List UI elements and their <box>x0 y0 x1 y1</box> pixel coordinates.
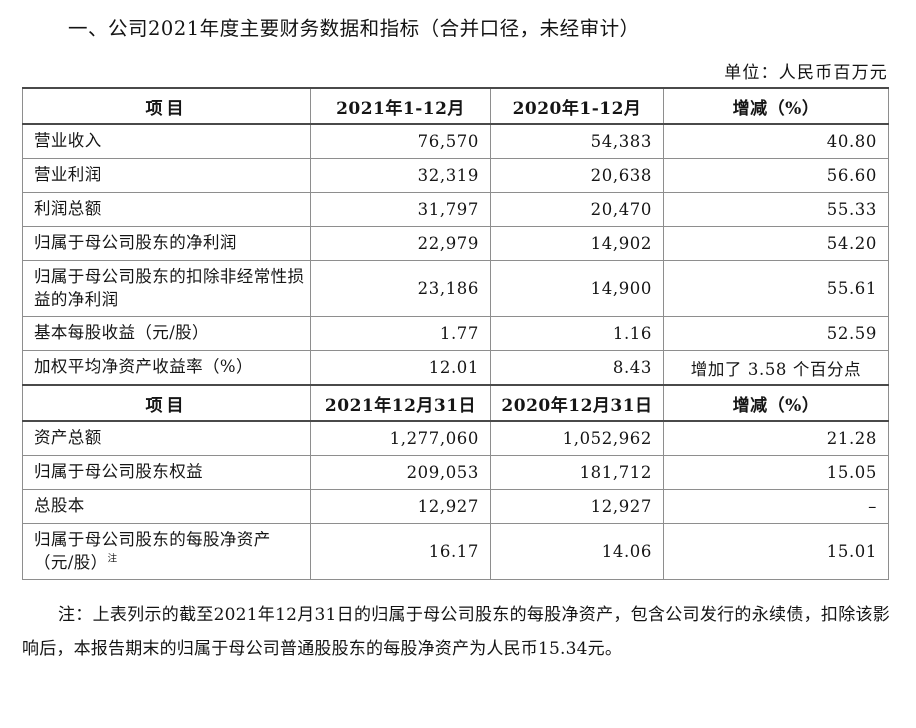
cell-previous-period: 14,900 <box>490 260 664 317</box>
column-header-current: 2021年1-12月 <box>310 87 491 125</box>
row-label: 总股本 <box>22 489 311 524</box>
row-label: 利润总额 <box>22 192 311 227</box>
row-label: 资产总额 <box>22 420 311 456</box>
cell-change: 40.80 <box>663 123 889 159</box>
table-row: 基本每股收益（元/股） 1.77 1.16 52.59 <box>22 316 889 351</box>
column-header-item: 项目 <box>22 87 311 125</box>
table-row: 营业利润 32,319 20,638 56.60 <box>22 158 889 193</box>
cell-previous-period: 1.16 <box>490 316 664 351</box>
cell-current-period: 12,927 <box>310 489 491 524</box>
column-header-item: 项目 <box>22 384 311 422</box>
table-row: 归属于母公司股东的净利润 22,979 14,902 54.20 <box>22 226 889 261</box>
row-label: 归属于母公司股东的每股净资产（元/股）注 <box>22 523 311 580</box>
column-header-previous: 2020年1-12月 <box>490 87 664 125</box>
cell-change: 52.59 <box>663 316 889 351</box>
cell-change: – <box>663 489 889 524</box>
table-row: 总股本 12,927 12,927– <box>22 489 889 524</box>
cell-current-period: 76,570 <box>310 123 491 159</box>
table-header-row-income: 项目 2021年1-12月 2020年1-12月 增减（%） <box>22 87 889 125</box>
cell-previous-period: 181,712 <box>490 455 664 490</box>
cell-change: 54.20 <box>663 226 889 261</box>
cell-current-period: 32,319 <box>310 158 491 193</box>
cell-current-period: 12.01 <box>310 350 491 386</box>
table-footnote: 注：上表列示的截至2021年12月31日的归属于母公司股东的每股净资产，包含公司… <box>22 605 890 659</box>
cell-previous-period: 8.43 <box>490 350 664 386</box>
cell-current-period: 1,277,060 <box>310 420 491 456</box>
section-heading: 一、公司2021年度主要财务数据和指标（合并口径，未经审计） <box>68 17 640 40</box>
row-label: 营业利润 <box>22 158 311 193</box>
cell-change: 21.28 <box>663 420 889 456</box>
cell-current-period: 22,979 <box>310 226 491 261</box>
cell-previous-period: 54,383 <box>490 123 664 159</box>
cell-previous-period: 12,927 <box>490 489 664 524</box>
table-header-row-balance: 项目 2021年12月31日 2020年12月31日 增减（%） <box>22 384 889 422</box>
cell-previous-period: 14.06 <box>490 523 664 580</box>
cell-previous-period: 20,470 <box>490 192 664 227</box>
table-row: 归属于母公司股东的扣除非经常性损益的净利润 23,186 14,900 55.61 <box>22 260 889 317</box>
financial-summary-table: 项目 2021年1-12月 2020年1-12月 增减（%） 营业收入 76,570 54,… <box>22 87 889 580</box>
table-row: 资产总额 1,277,060 1,052,962 21.28 <box>22 420 889 456</box>
row-label: 营业收入 <box>22 123 311 159</box>
row-label: 加权平均净资产收益率（%） <box>22 350 311 386</box>
cell-change: 55.61 <box>663 260 889 317</box>
footnote-marker: 注 <box>107 553 118 564</box>
cell-previous-period: 20,638 <box>490 158 664 193</box>
cell-current-period: 209,053 <box>310 455 491 490</box>
cell-previous-period: 14,902 <box>490 226 664 261</box>
column-header-change: 增减（%） <box>663 384 889 422</box>
cell-current-period: 1.77 <box>310 316 491 351</box>
cell-current-period: 16.17 <box>310 523 491 580</box>
cell-change: 56.60 <box>663 158 889 193</box>
table-row: 归属于母公司股东权益 209,053 181,712 15.05 <box>22 455 889 490</box>
table-row: 营业收入 76,570 54,383 40.80 <box>22 123 889 159</box>
table-row: 加权平均净资产收益率（%） 12.01 8.43 增加了 3.58 个百分点 <box>22 350 889 386</box>
cell-previous-period: 1,052,962 <box>490 420 664 456</box>
row-label: 归属于母公司股东的净利润 <box>22 226 311 261</box>
row-label: 归属于母公司股东权益 <box>22 455 311 490</box>
column-header-current: 2021年12月31日 <box>310 384 491 422</box>
column-header-previous: 2020年12月31日 <box>490 384 664 422</box>
cell-change: 增加了 3.58 个百分点 <box>663 350 889 386</box>
row-label: 基本每股收益（元/股） <box>22 316 311 351</box>
table-row: 归属于母公司股东的每股净资产（元/股）注 16.17 14.06 15.01 <box>22 523 889 580</box>
cell-change: 15.01 <box>663 523 889 580</box>
unit-label: 单位：人民币百万元 <box>724 63 888 83</box>
cell-current-period: 31,797 <box>310 192 491 227</box>
row-label: 归属于母公司股东的扣除非经常性损益的净利润 <box>22 260 311 317</box>
cell-change: 55.33 <box>663 192 889 227</box>
column-header-change: 增减（%） <box>663 87 889 125</box>
cell-change: 15.05 <box>663 455 889 490</box>
cell-current-period: 23,186 <box>310 260 491 317</box>
table-row: 利润总额 31,797 20,470 55.33 <box>22 192 889 227</box>
